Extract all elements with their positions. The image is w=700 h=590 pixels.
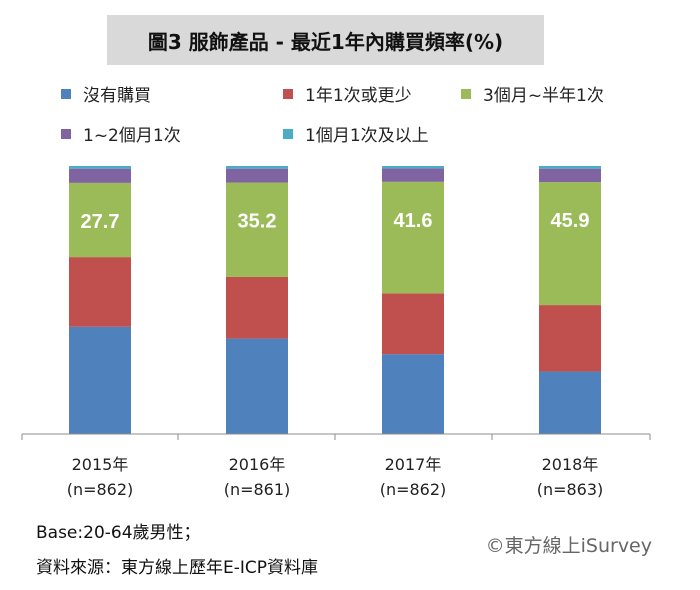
x-tick-sublabel: (n=862) (380, 480, 447, 499)
bar-segment (539, 305, 601, 372)
bar-segment (69, 326, 131, 434)
bar-segment (539, 168, 601, 183)
footer-base: Base:20-64歲男性； (36, 523, 201, 543)
legend-swatch (283, 88, 293, 99)
legend-swatch (461, 88, 471, 99)
legend-swatch (61, 128, 71, 139)
legend-label: 1個月1次及以上 (305, 126, 429, 146)
legend-item-quarterly-halfyear: 3個月~半年1次 (461, 81, 604, 106)
legend-item-monthly-bimonthly: 1~2個月1次 (61, 121, 181, 146)
legend-label: 沒有購買 (83, 86, 151, 106)
data-label: 41.6 (394, 210, 433, 232)
data-label: 27.7 (81, 211, 120, 233)
bar-segment (382, 293, 444, 355)
legend-label: 1年1次或更少 (305, 86, 412, 106)
legend-label: 3個月~半年1次 (483, 86, 604, 106)
bar-segment (226, 182, 288, 277)
bar-segment (382, 354, 444, 434)
bar-segment (226, 338, 288, 434)
bar-segment (226, 168, 288, 183)
x-tick-sublabel: (n=862) (67, 480, 134, 499)
bar-segment (69, 166, 131, 169)
x-tick-sublabel: (n=863) (537, 480, 604, 499)
bar-segment (539, 371, 601, 434)
x-tick-sublabel: (n=861) (224, 480, 291, 499)
bar-segment (539, 166, 601, 169)
x-tick-label: 2016年 (229, 455, 286, 474)
bar-segment (539, 182, 601, 306)
bar-segment (382, 166, 444, 169)
bar-segment (69, 168, 131, 183)
bar-segment (226, 276, 288, 339)
x-tick-label: 2018年 (542, 455, 599, 474)
bar-segment (69, 257, 131, 327)
footer-source: 資料來源：東方線上歷年E-ICP資料庫 (36, 558, 319, 578)
bar-segment (69, 182, 131, 258)
x-tick-label: 2015年 (72, 455, 129, 474)
bar-segment (382, 168, 444, 182)
data-label: 45.9 (551, 210, 590, 232)
bar-segment (382, 181, 444, 294)
data-label: 35.2 (238, 211, 277, 233)
x-tick-label: 2017年 (385, 455, 442, 474)
copyright-text: ©東方線上iSurvey (485, 535, 652, 557)
legend-swatch (283, 128, 293, 139)
bar-segment (226, 166, 288, 169)
chart-title: 圖3 服飾產品 - 最近1年內購買頻率(%) (107, 15, 544, 65)
legend-item-yearly-or-less: 1年1次或更少 (283, 81, 412, 106)
legend-label: 1~2個月1次 (83, 126, 181, 146)
legend-swatch (61, 88, 71, 99)
legend-item-no-purchase: 沒有購買 (61, 81, 151, 106)
legend-item-monthly-or-more: 1個月1次及以上 (283, 121, 429, 146)
